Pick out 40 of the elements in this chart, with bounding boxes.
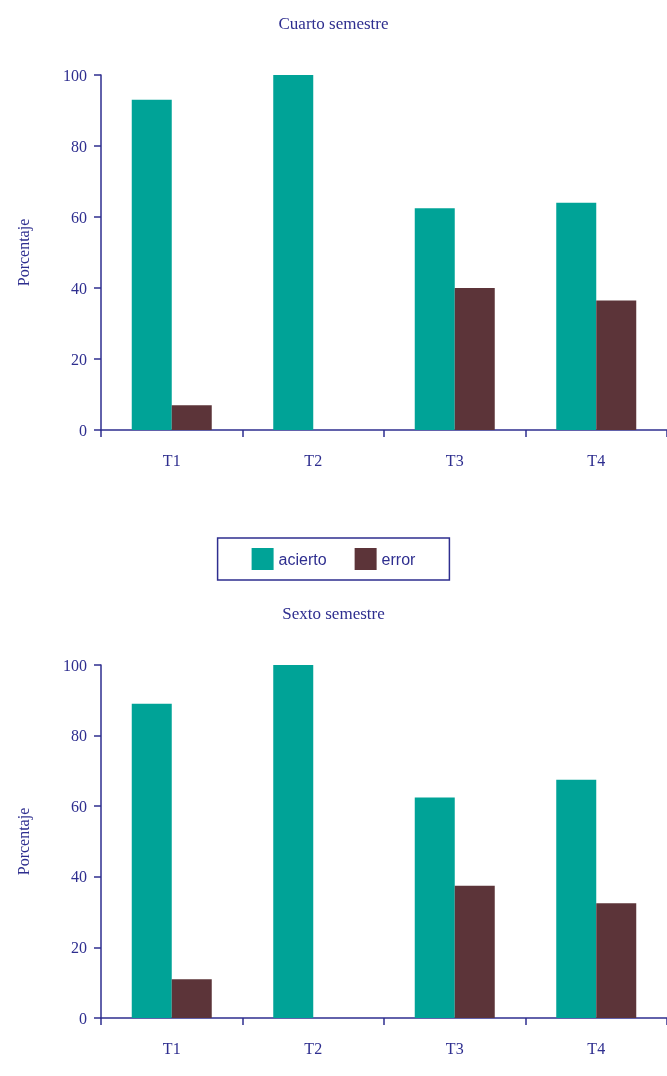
y-tick-label: 40 [71,279,87,297]
bar [414,208,455,430]
legend-label: acierto [278,550,327,568]
legend-label: error [381,550,417,568]
y-tick-label: 80 [71,137,87,155]
y-tick-label: 20 [71,938,87,956]
x-tick-label: T3 [445,451,464,469]
y-tick-label: 100 [63,656,87,674]
x-tick-label: T4 [587,1039,606,1057]
x-tick-label: T2 [304,451,323,469]
y-tick-label: 0 [79,421,87,439]
chart-title: Cuarto semestre [278,14,389,33]
y-axis-title: Porcentaje [14,218,33,287]
x-tick-label: T3 [445,1039,464,1057]
bar [414,797,455,1018]
chart-title: Sexto semestre [282,604,385,623]
bar [273,665,314,1018]
bar [454,288,495,430]
y-tick-label: 100 [63,66,87,84]
bar [131,99,172,430]
y-tick-label: 60 [71,797,87,815]
x-tick-label: T1 [162,451,181,469]
bar [596,300,637,430]
y-axis-title: Porcentaje [14,807,33,876]
y-tick-label: 40 [71,868,87,886]
bar [556,779,597,1018]
bar [454,885,495,1018]
bar [171,979,212,1018]
x-tick-label: T1 [162,1039,181,1057]
x-tick-label: T4 [587,451,606,469]
bar [596,903,637,1018]
bar [131,703,172,1018]
y-tick-label: 0 [79,1009,87,1027]
y-tick-label: 80 [71,727,87,745]
bar [556,202,597,430]
bar [171,405,212,430]
y-tick-label: 20 [71,350,87,368]
x-tick-label: T2 [304,1039,323,1057]
bar [273,75,314,430]
y-tick-label: 60 [71,208,87,226]
